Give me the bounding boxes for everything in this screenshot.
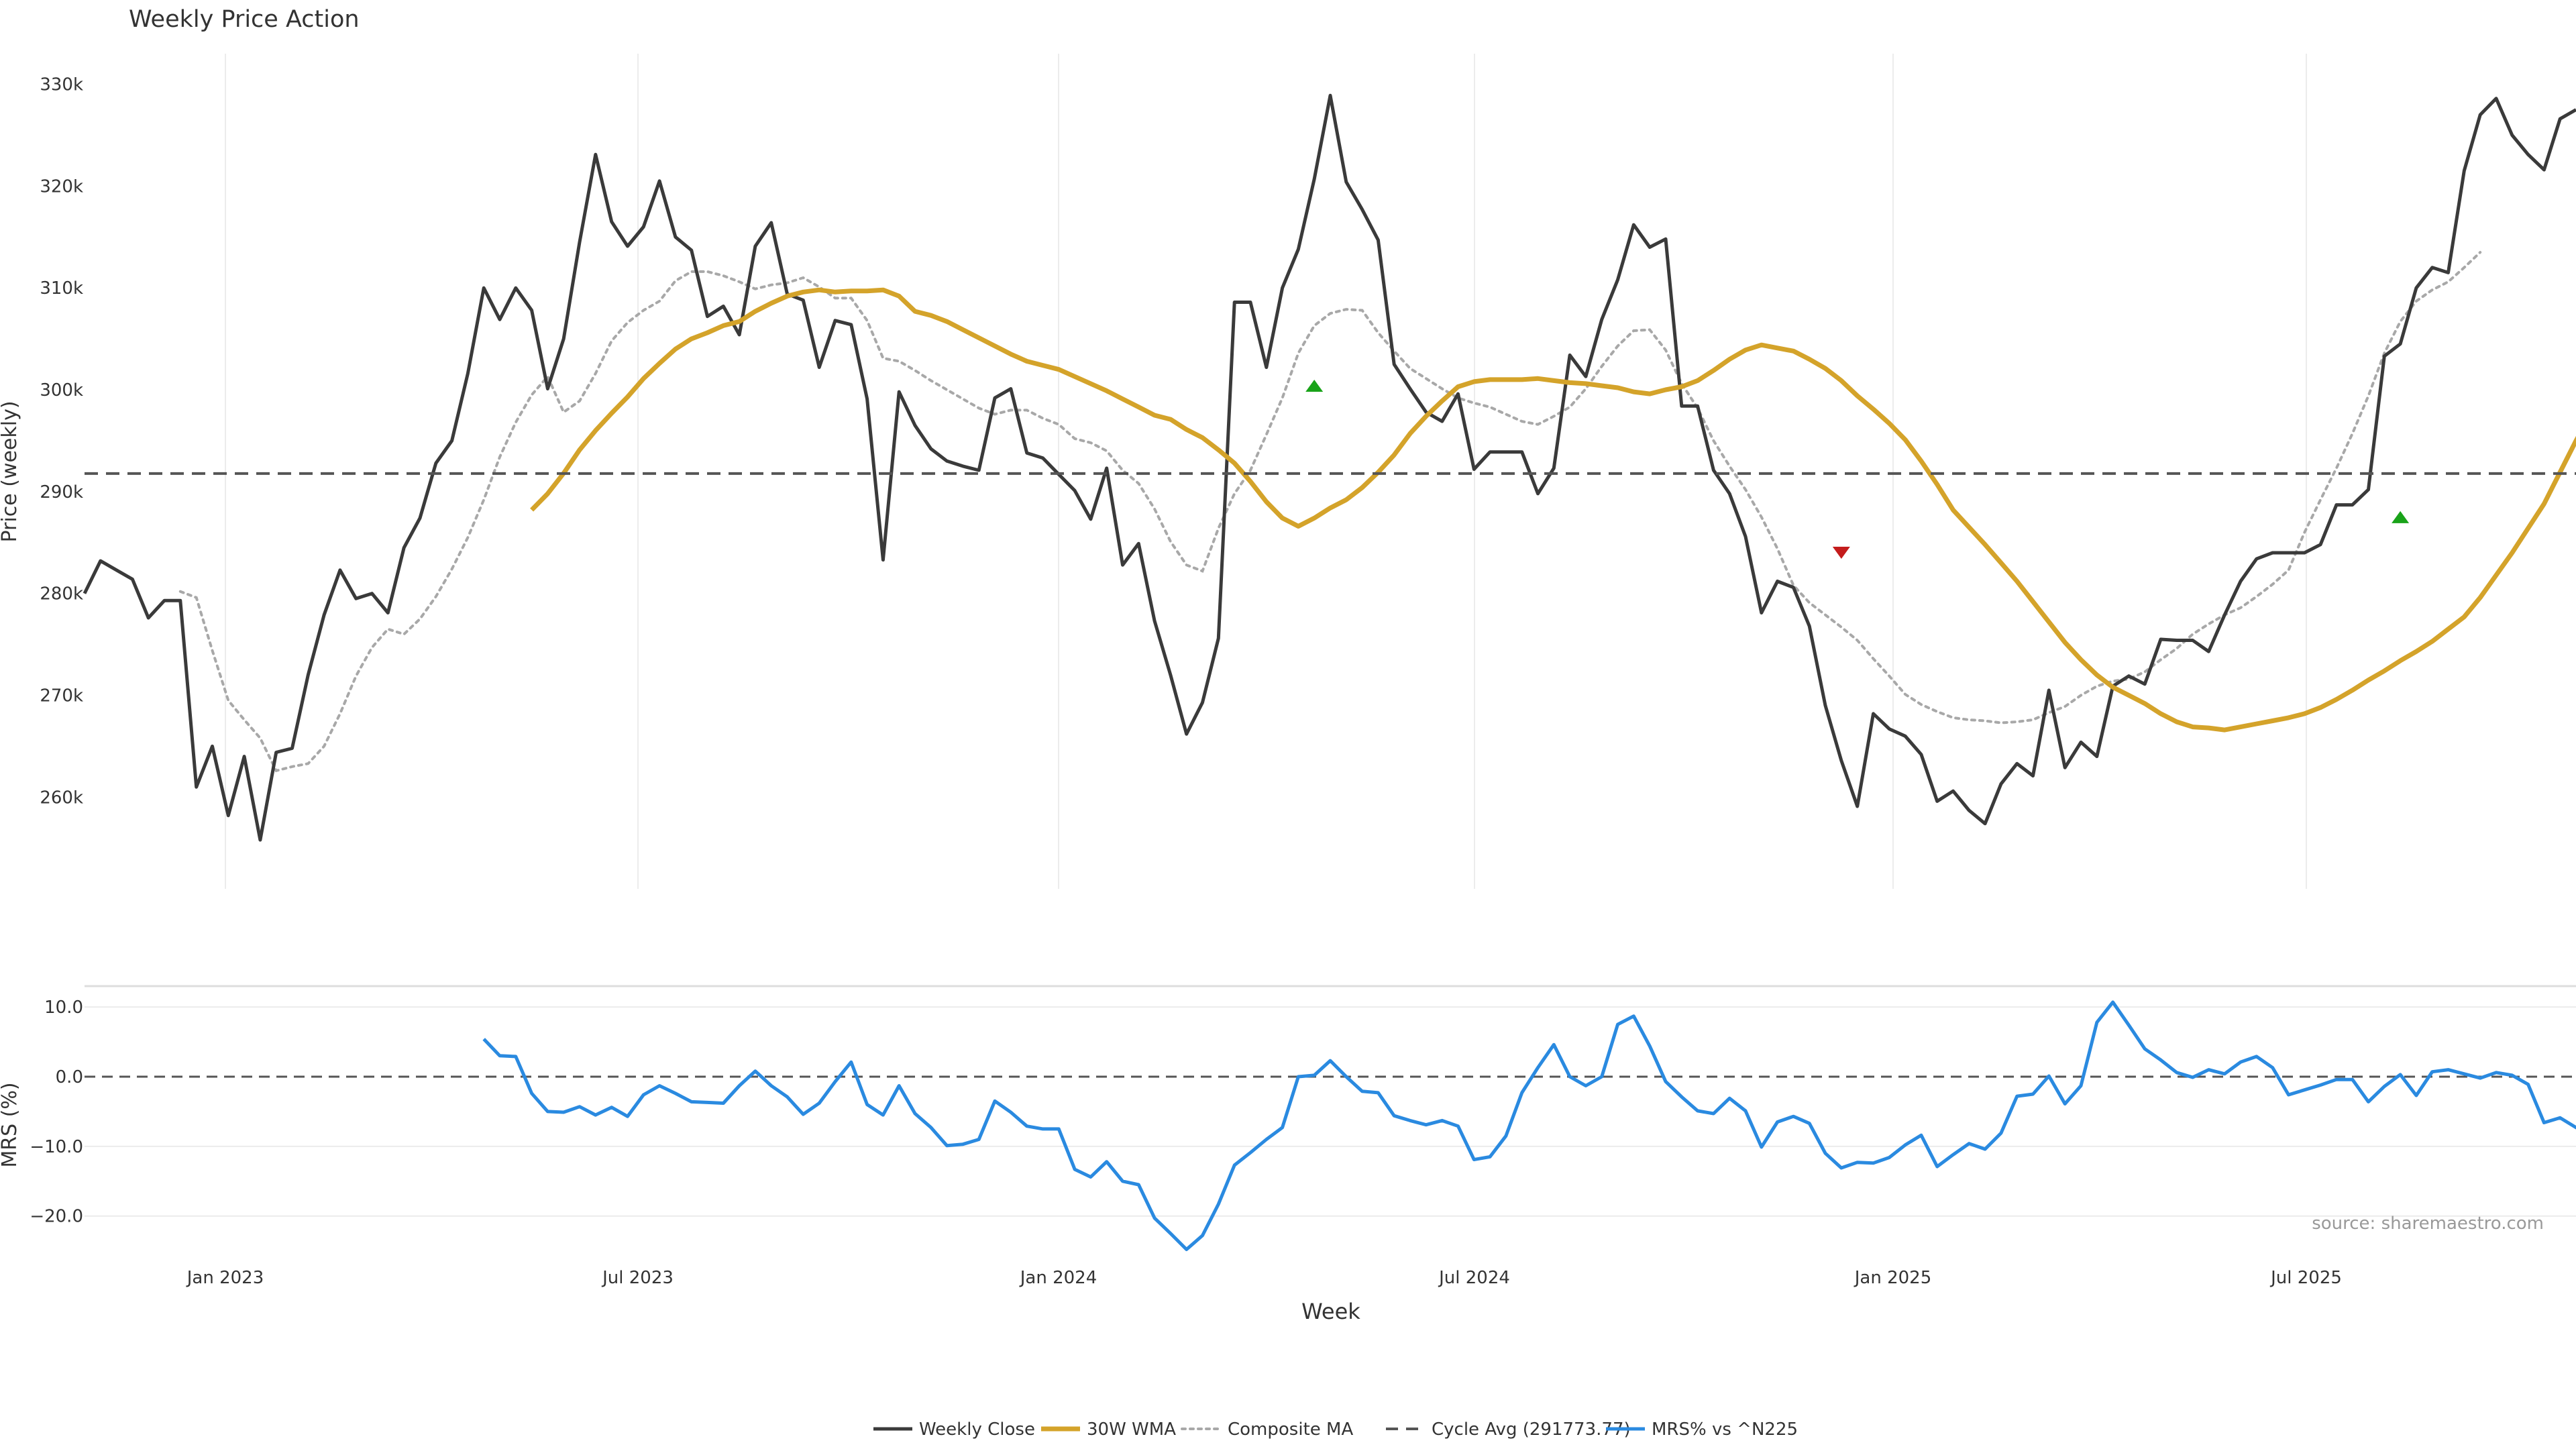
weekly-close-line [83,93,2576,842]
buy-signal-marker [2392,511,2410,523]
mrs-y-tick-label: −20.0 [30,1207,83,1227]
price-y-tick-label: 270k [40,686,83,706]
x-tick-label: Jul 2025 [2269,1268,2342,1288]
x-tick-label: Jan 2025 [1854,1268,1932,1288]
price-y-axis-label: Price (weekly) [0,400,21,542]
x-tick-label: Jul 2024 [1438,1268,1510,1288]
chart-title: Weekly Price Action [129,6,360,33]
mrs-y-axis: −20.0 −10.0 0.0 10.0 [30,998,83,1227]
x-axis-label: Week [1301,1299,1360,1324]
x-tick-label: Jul 2023 [601,1268,674,1288]
mrs-y-tick-label: 10.0 [44,998,83,1018]
legend-label-close: Weekly Close [919,1419,1035,1440]
price-grid [225,54,2307,889]
wma-30w-line [530,287,2576,733]
legend-label-mrs: MRS% vs ^N225 [1652,1419,1798,1440]
legend-label-wma: 30W WMA [1087,1419,1176,1440]
x-tick-label: Jan 2024 [1019,1268,1097,1288]
legend-label-cycle: Cycle Avg (291773.77) [1432,1419,1631,1440]
price-y-tick-label: 260k [40,788,83,808]
price-y-tick-label: 290k [40,482,83,502]
mrs-y-axis-label: MRS (%) [0,1082,21,1167]
mrs-grid [85,985,2576,1217]
legend-label-composite: Composite MA [1228,1419,1353,1440]
price-series-group [83,93,2576,842]
price-y-tick-label: 280k [40,584,83,604]
legend: Weekly Close 30W WMA Composite MA Cycle Avg… [873,1419,1798,1440]
mrs-y-tick-label: −10.0 [30,1137,83,1157]
mrs-y-tick-label: 0.0 [56,1067,83,1087]
mrs-series-group [482,1000,2576,1251]
composite-ma-line [178,251,2482,773]
price-y-tick-label: 320k [40,176,83,197]
buy-signal-marker [1305,379,1324,392]
mrs-line [482,1000,2576,1251]
x-tick-label: Jan 2023 [186,1268,264,1288]
x-axis: Jan 2023 Jul 2023 Jan 2024 Jul 2024 Jan 2025… [186,1268,2342,1288]
price-y-tick-label: 310k [40,278,83,299]
price-y-tick-label: 300k [40,380,83,400]
sell-signal-marker [1832,546,1850,559]
signal-markers [1305,379,2410,559]
source-note: source: sharemaestro.com [2312,1214,2544,1234]
price-y-tick-label: 330k [40,75,83,95]
price-y-axis: 260k 270k 280k 290k 300k 310k 320k 330k [40,75,83,808]
